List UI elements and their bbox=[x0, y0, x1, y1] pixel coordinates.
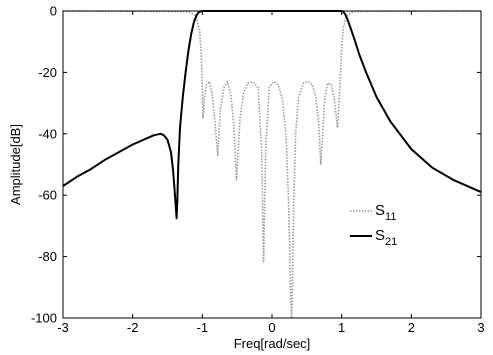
axis-ticks: -3 -2 -1 0 1 2 3 0 -20 -40 -60 -80 -100 bbox=[31, 4, 485, 336]
x-tick-label: -2 bbox=[127, 320, 139, 335]
y-tick-label: -60 bbox=[38, 188, 57, 203]
x-tick-label: 3 bbox=[477, 320, 484, 335]
y-axis-label: Amplitude[dB] bbox=[8, 124, 23, 205]
series-line-s11 bbox=[62, 10, 482, 319]
x-tick-label: 1 bbox=[338, 320, 345, 335]
x-tick-label: 0 bbox=[268, 320, 275, 335]
x-tick-label: -3 bbox=[57, 320, 69, 335]
plot-frame bbox=[62, 10, 482, 319]
legend-label-s21: S21 bbox=[375, 227, 397, 248]
x-axis-label: Freq[rad/sec] bbox=[234, 336, 311, 351]
series-line-s21 bbox=[62, 10, 482, 220]
y-tick-label: -20 bbox=[38, 65, 57, 80]
y-tick-label: -40 bbox=[38, 126, 57, 141]
x-tick-label: 2 bbox=[408, 320, 415, 335]
x-tick-label: -1 bbox=[197, 320, 209, 335]
y-tick-label: 0 bbox=[50, 4, 57, 19]
y-tick-label: -100 bbox=[31, 311, 57, 326]
legend-label-s11: S11 bbox=[375, 202, 396, 223]
plot-lines bbox=[62, 10, 482, 319]
y-tick-label: -80 bbox=[38, 249, 57, 264]
